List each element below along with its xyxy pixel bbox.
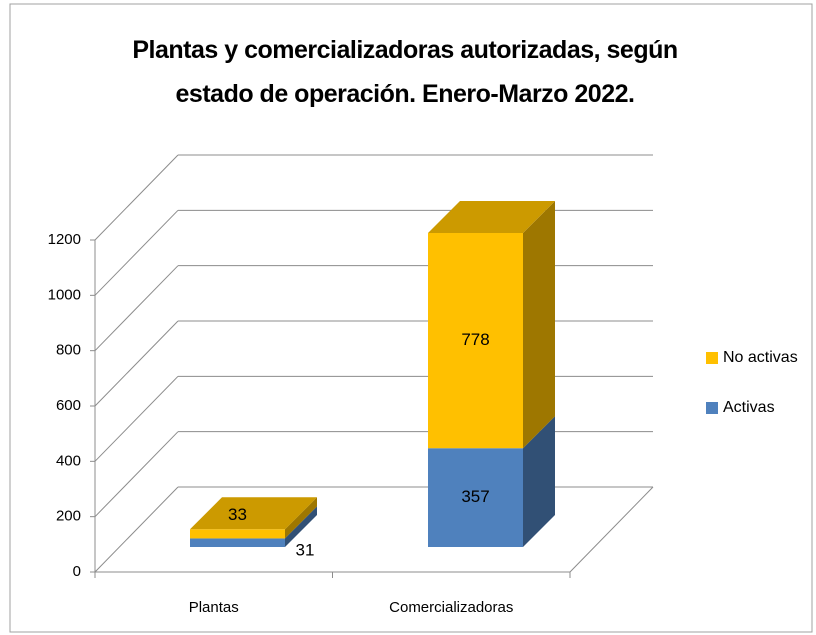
- bar-side: [285, 497, 317, 539]
- bar-front: [190, 538, 285, 547]
- y-tick-label: 600: [56, 397, 81, 414]
- grid-line: [94, 209, 179, 296]
- bar-front: [428, 232, 523, 449]
- grid-line: [94, 320, 179, 407]
- y-tick-label: 200: [56, 508, 81, 525]
- grid-line: [94, 265, 179, 352]
- data-label: 357: [461, 487, 489, 506]
- legend-swatch: [706, 402, 718, 414]
- x-tick-label: Plantas: [189, 599, 239, 616]
- grid-line: [94, 486, 179, 573]
- y-tick-label: 1000: [48, 286, 81, 303]
- bar-front: [190, 529, 285, 539]
- legend-label: Activas: [723, 399, 775, 416]
- chart-title: Plantas y comercializadoras autorizadas,…: [132, 36, 678, 108]
- bar-front: [428, 448, 523, 547]
- bar-top: [190, 497, 317, 530]
- data-label: 33: [228, 505, 247, 524]
- x-tick-label: Comercializadoras: [389, 599, 513, 616]
- y-tick-label: 400: [56, 452, 81, 469]
- floor-back: [569, 486, 654, 573]
- y-tick-label: 0: [73, 563, 81, 580]
- grid-line: [94, 154, 179, 241]
- bar-top: [428, 200, 555, 233]
- legend-swatch: [706, 352, 718, 364]
- bar-side: [285, 506, 317, 547]
- bar-side: [523, 200, 555, 449]
- bar-side: [523, 416, 555, 547]
- bar-segment: [190, 497, 317, 539]
- legend-label: No activas: [723, 349, 798, 366]
- data-label: 778: [461, 330, 489, 349]
- y-tick-label: 800: [56, 342, 81, 359]
- bar-segment: [190, 506, 317, 547]
- bar-segment: [428, 416, 555, 547]
- grid-line: [94, 431, 179, 518]
- bar-segment: [428, 200, 555, 449]
- data-label: 31: [296, 540, 315, 559]
- y-tick-label: 1200: [48, 231, 81, 248]
- frame: [9, 3, 813, 633]
- grid-line: [94, 375, 179, 462]
